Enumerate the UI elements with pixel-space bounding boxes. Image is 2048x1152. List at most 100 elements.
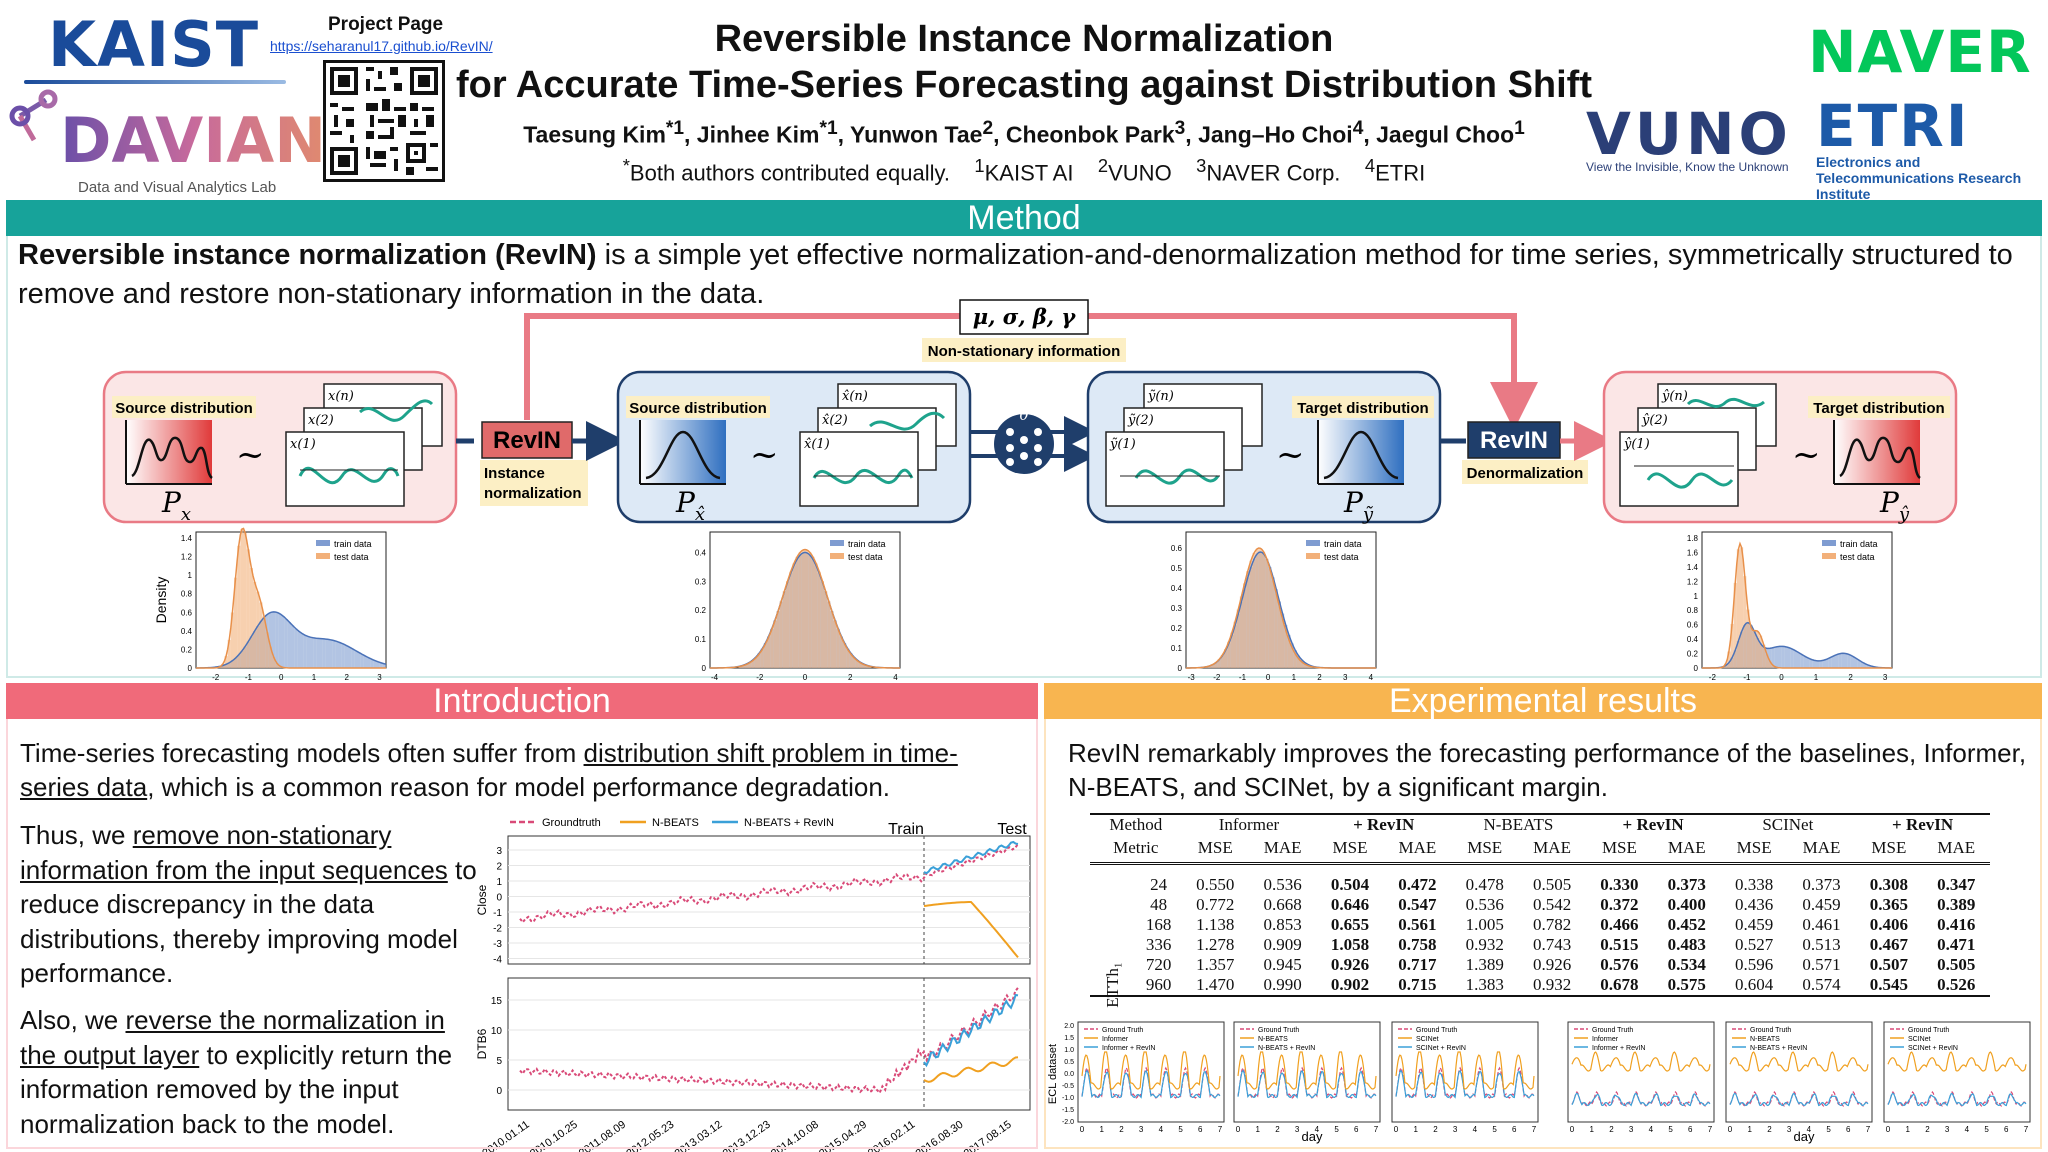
test-bar — [846, 649, 850, 668]
hist-x-tick: 3 — [377, 673, 382, 682]
hist-x-tick: -1 — [1239, 673, 1247, 682]
test-bar — [1262, 551, 1266, 668]
ecl-x-tick: 7 — [1374, 1125, 1379, 1134]
test-bar — [1249, 560, 1253, 668]
test-bar — [811, 556, 815, 668]
ecl-series-line — [1395, 1069, 1535, 1099]
test-kde-line — [1185, 547, 1376, 669]
qr-code-icon[interactable] — [323, 60, 445, 182]
vuno-tagline: View the Invisible, Know the Unknown — [1586, 160, 1789, 174]
ecl-y-tick: 2.0 — [1064, 1023, 1074, 1030]
table-cell: 0.459 — [1735, 915, 1774, 934]
hist-y-tick: 0 — [188, 664, 193, 673]
train-bar — [367, 657, 371, 668]
train-bar — [329, 639, 333, 668]
test-bar — [779, 601, 783, 668]
test-bar — [1755, 631, 1759, 668]
test-bar — [792, 563, 796, 668]
chart-legend-label: N-BEATS + RevIN — [744, 817, 834, 829]
table-group-header: SCINet — [1762, 815, 1814, 834]
instance-norm-label-1: Instance — [484, 465, 545, 482]
train-bar — [354, 650, 358, 668]
ecl-x-tick: 2 — [1433, 1125, 1438, 1134]
test-bar — [275, 662, 279, 668]
project-page-label: Project Page — [328, 14, 444, 35]
train-bar — [1850, 656, 1854, 668]
project-page-link[interactable]: https://seharanul17.github.io/RevIN/ — [270, 38, 493, 54]
input-series-stack: x(n) x(2) x(1) — [285, 383, 443, 507]
table-cell: 0.571 — [1802, 955, 1841, 974]
ecl-series-line — [1729, 1092, 1869, 1107]
ecl-x-tick: 4 — [1965, 1125, 1970, 1134]
table-metric-header: MAE — [1398, 838, 1437, 858]
table-cell: 0.504 — [1330, 875, 1370, 894]
test-bar — [1771, 665, 1775, 668]
table-metric-header: MSE — [1197, 838, 1233, 858]
table-cell: 0.772 — [1196, 895, 1235, 914]
ecl-x-tick: 5 — [1492, 1125, 1497, 1134]
hist-y-tick: 1.2 — [181, 553, 193, 562]
close-y-tick: 1 — [496, 877, 502, 888]
train-bar — [357, 652, 361, 668]
train-bar — [291, 625, 295, 668]
ecl-x-tick: 6 — [1846, 1125, 1851, 1134]
ecl-x-tick: 3 — [1629, 1125, 1634, 1134]
ecl-x-tick: 3 — [1295, 1125, 1300, 1134]
test-bar — [1281, 619, 1285, 668]
table-cell: 1.470 — [1196, 975, 1235, 994]
dtb6-y-tick: 5 — [496, 1056, 502, 1067]
train-bar — [1803, 656, 1807, 668]
table-row: ETTh₁ 24 0.550 0.536 0.504 0.472 0.478 0.505 0.3… — [1090, 863, 1990, 1008]
nbeats-revin-line-bottom — [923, 993, 1019, 1068]
test-bar — [760, 649, 764, 668]
naver-logo: NAVER — [1808, 18, 2032, 86]
train-bar — [1793, 650, 1797, 668]
test-bar — [789, 571, 793, 668]
test-bar — [1224, 649, 1228, 668]
test-bar — [763, 643, 767, 668]
svg-text:ŷ(2): ŷ(2) — [1641, 413, 1668, 428]
test-bar — [1736, 549, 1740, 668]
table-cell: 0.461 — [1802, 915, 1841, 934]
hist-y-tick: 0.5 — [1171, 564, 1183, 573]
table-cell: 0.550 — [1196, 875, 1235, 894]
denorm-label: Denormalization — [1467, 465, 1584, 482]
train-bar — [325, 639, 329, 668]
equal-contribution-note: Both authors contributed equally. — [629, 160, 950, 186]
ecl-legend-label: Ground Truth — [1416, 1027, 1457, 1034]
train-bar — [335, 641, 339, 668]
table-metric-header: MSE — [1871, 838, 1907, 858]
train-bar — [341, 643, 345, 668]
author: Taesung Kim — [523, 121, 666, 148]
ecl-x-tick: 7 — [2024, 1125, 2029, 1134]
hist-y-tick: 0.8 — [1687, 606, 1699, 615]
svg-text:x(1): x(1) — [290, 437, 316, 452]
test-bar — [741, 665, 745, 668]
hist-x-tick: 2 — [1848, 673, 1853, 682]
hist-x-tick: 1 — [1292, 673, 1297, 682]
params-text: μ, σ, β, γ — [973, 304, 1077, 329]
table-cell: 0.536 — [1465, 895, 1504, 914]
ecl-legend-label: Ground Truth — [1592, 1027, 1633, 1034]
density-histograms: 0 0.2 0.4 0.6 0.8 1 1.2 1.4 -2 -1 0 1 2 3 train data te… — [181, 527, 1893, 682]
test-bar — [795, 556, 799, 668]
ecl-x-tick: 1 — [1099, 1125, 1104, 1134]
test-bar — [240, 529, 244, 668]
test-bar — [849, 654, 853, 668]
poster-title-line1: Reversible Instance Normalization — [714, 18, 1334, 60]
test-bar — [1752, 630, 1756, 668]
ecl-legend-label: Informer — [1102, 1036, 1129, 1043]
test-bar — [1730, 623, 1734, 668]
hist-y-tick: 0.1 — [695, 635, 707, 644]
affiliation: KAIST AI — [984, 160, 1074, 186]
affiliations: *Both authors contributed equally. 1KAIS… — [622, 155, 1426, 186]
test-bar — [862, 664, 866, 668]
chart-legend-label: N-BEATS — [652, 817, 699, 829]
poster-header: KAIST DAVIAN Data and Visual Analytics L… — [0, 0, 2048, 202]
table-cell: 0.505 — [1937, 955, 1976, 974]
svg-text:~: ~ — [750, 435, 779, 475]
train-bar — [1812, 660, 1816, 668]
test-bar — [246, 549, 250, 668]
experiments-paragraph: RevIN remarkably improves the forecastin… — [1068, 738, 2027, 802]
revin-norm-block — [481, 421, 573, 459]
